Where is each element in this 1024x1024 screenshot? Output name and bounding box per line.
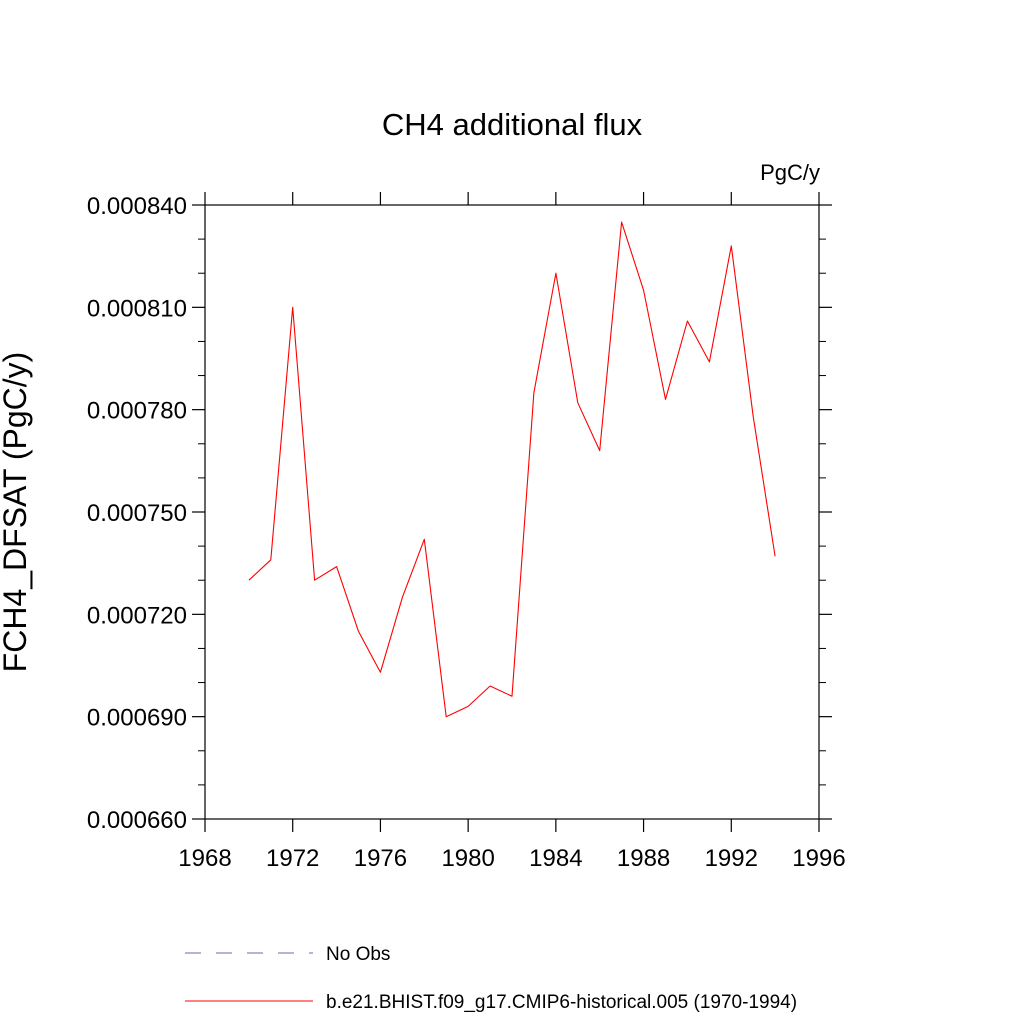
x-tick-label: 1980 [441, 845, 494, 872]
y-tick-label: 0.000660 [87, 807, 187, 834]
y-tick-label: 0.000720 [87, 602, 187, 629]
y-tick-label: 0.000840 [87, 193, 187, 220]
x-tick-label: 1976 [354, 845, 407, 872]
y-tick-label: 0.000810 [87, 295, 187, 322]
series-layer [248, 221, 776, 718]
x-tick-label: 1984 [529, 845, 582, 872]
plot-frame [204, 204, 820, 820]
y-axis-label: FCH4_DFSAT (PgC/y) [0, 352, 33, 673]
x-tick-label: 1968 [178, 845, 231, 872]
y-tick-label: 0.000690 [87, 705, 187, 732]
x-tick-label: 1992 [705, 845, 758, 872]
x-tick-label: 1972 [266, 845, 319, 872]
y-tick-label: 0.000750 [87, 500, 187, 527]
series-line [248, 221, 776, 718]
units-label: PgC/y [760, 160, 820, 185]
legend-label: b.e21.BHIST.f09_g17.CMIP6-historical.005… [326, 992, 797, 1013]
chart-title: CH4 additional flux [382, 107, 643, 142]
x-tick-label: 1988 [617, 845, 670, 872]
x-axis-ticks: 1968 1972 1976 1980 1984 1988 1992 1996 [178, 192, 846, 872]
x-tick-label: 1996 [792, 845, 845, 872]
y-tick-label: 0.000780 [87, 398, 187, 425]
legend-label: No Obs [326, 944, 390, 965]
y-axis-ticks: 0.000660 0.000690 0.000720 0.000750 0.000780… [87, 193, 832, 834]
legend: No Obs b.e21.BHIST.f09_g17.CMIP6-historic… [185, 944, 797, 1013]
